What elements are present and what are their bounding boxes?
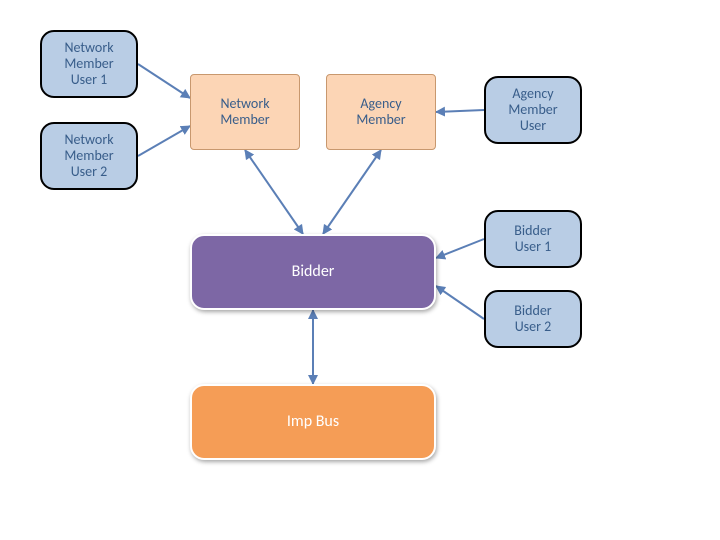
edge-nm_user2-to-network_member xyxy=(138,126,190,156)
edge-nm_user1-to-network_member xyxy=(138,64,190,98)
node-agency_member: Agency Member xyxy=(326,74,436,150)
edge-network_member-to-bidder xyxy=(245,150,303,234)
node-bidder: Bidder xyxy=(190,234,436,310)
node-label: Bidder User 2 xyxy=(486,303,580,335)
edge-agency_user-to-agency_member xyxy=(436,110,484,112)
node-nm_user1: Network Member User 1 xyxy=(40,30,138,98)
node-agency_user: Agency Member User xyxy=(484,76,582,144)
node-label: Network Member User 1 xyxy=(42,40,136,88)
node-label: Network Member User 2 xyxy=(42,132,136,180)
node-label: Bidder xyxy=(192,263,434,281)
node-label: Bidder User 1 xyxy=(486,223,580,255)
node-label: Network Member xyxy=(191,96,299,128)
edge-bidder_user2-to-bidder xyxy=(436,286,484,319)
node-nm_user2: Network Member User 2 xyxy=(40,122,138,190)
node-network_member: Network Member xyxy=(190,74,300,150)
node-label: Imp Bus xyxy=(192,413,434,431)
node-bidder_user2: Bidder User 2 xyxy=(484,290,582,348)
diagram-canvas: Network Member User 1 Network Member User… xyxy=(0,0,720,540)
edge-bidder_user1-to-bidder xyxy=(436,239,484,258)
edge-agency_member-to-bidder xyxy=(323,150,381,234)
node-label: Agency Member User xyxy=(486,86,580,134)
node-label: Agency Member xyxy=(327,96,435,128)
node-imp_bus: Imp Bus xyxy=(190,384,436,460)
node-bidder_user1: Bidder User 1 xyxy=(484,210,582,268)
